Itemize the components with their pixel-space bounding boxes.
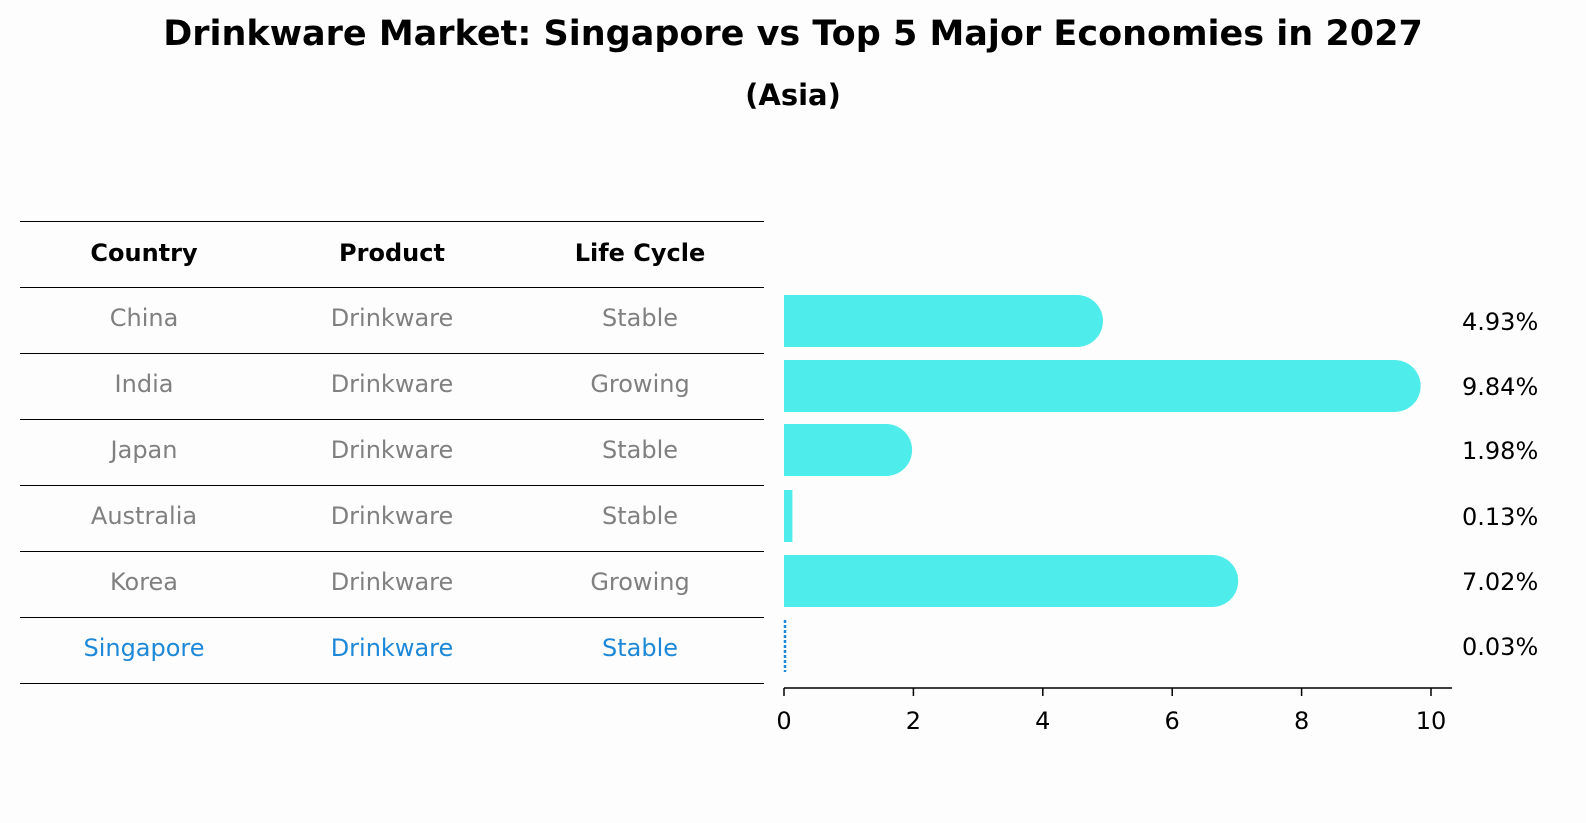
table-cell: Drinkware <box>330 568 454 596</box>
table-cell: Stable <box>601 634 679 662</box>
table-cell: Japan <box>110 436 178 464</box>
x-tick-label: 6 <box>1165 707 1180 735</box>
data-label: 4.93% <box>1462 308 1538 336</box>
table-cell: Korea <box>109 568 179 596</box>
table-rule <box>20 551 764 552</box>
chart-title: Drinkware Market: Singapore vs Top 5 Maj… <box>163 14 1423 54</box>
table-rule <box>20 485 764 486</box>
table-cell: Growing <box>590 370 690 398</box>
table-cell: Stable <box>601 436 679 464</box>
table-header-cell: Life Cycle <box>574 239 706 267</box>
table-cell: China <box>109 304 179 332</box>
table-cell: India <box>114 370 174 398</box>
x-tick-label: 0 <box>776 707 791 735</box>
table-cell: Drinkware <box>330 370 454 398</box>
x-tick-label: 2 <box>906 707 921 735</box>
bar <box>784 555 1239 607</box>
table-rule <box>20 617 764 618</box>
chart-subtitle: (Asia) <box>745 78 841 112</box>
x-tick-label: 10 <box>1416 707 1447 735</box>
bar <box>784 490 793 542</box>
table-cell: Drinkware <box>330 502 454 530</box>
table-rule <box>20 287 764 288</box>
bar <box>784 295 1103 347</box>
table-cell: Stable <box>601 304 679 332</box>
table-cell: Growing <box>590 568 690 596</box>
table-rule <box>20 353 764 354</box>
bar <box>784 360 1421 412</box>
data-label: 7.02% <box>1462 568 1538 596</box>
data-label: 0.03% <box>1462 633 1538 661</box>
table-header-cell: Product <box>339 239 445 267</box>
x-tick-label: 4 <box>1035 707 1050 735</box>
table-rule <box>20 419 764 420</box>
table-cell: Drinkware <box>330 436 454 464</box>
data-label: 0.13% <box>1462 503 1538 531</box>
table-cell: Singapore <box>83 634 205 662</box>
table-header-cell: Country <box>90 239 198 267</box>
bar <box>784 424 913 476</box>
x-tick-label: 8 <box>1294 707 1309 735</box>
table-cell: Drinkware <box>330 304 454 332</box>
table-cell: Drinkware <box>330 634 454 662</box>
table-cell: Australia <box>90 502 198 530</box>
table-rule <box>20 683 764 684</box>
table-rule <box>20 221 764 222</box>
table-cell: Stable <box>601 502 679 530</box>
data-label: 9.84% <box>1462 373 1538 401</box>
data-label: 1.98% <box>1462 437 1538 465</box>
